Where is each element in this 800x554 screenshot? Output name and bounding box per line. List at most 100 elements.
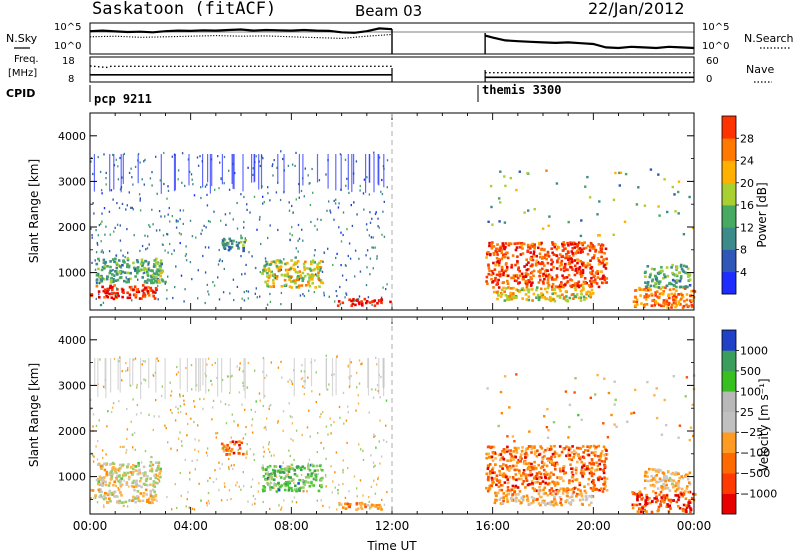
sparse-gate-cell (338, 226, 340, 229)
range-gate-cell (134, 465, 138, 468)
sparse-gate-cell (262, 157, 264, 160)
sparse-gate-cell (192, 183, 194, 186)
vertical-streak (347, 154, 349, 190)
range-gate-cell (566, 268, 569, 272)
range-gate-cell (153, 490, 156, 494)
sparse-gate-cell (169, 381, 171, 384)
sparse-gate-cell (196, 459, 198, 462)
power-colorbar-tick-label: 16 (740, 199, 754, 212)
sparse-gate-cell (289, 454, 291, 458)
range-gate-cell (502, 253, 505, 256)
range-gate-cell (289, 267, 292, 271)
sparse-gate-cell (623, 220, 627, 223)
range-gate-cell (497, 485, 501, 488)
range-gate-cell (126, 278, 129, 281)
sparse-gate-cell (131, 176, 133, 179)
range-gate-cell (582, 288, 585, 291)
range-gate-cell (635, 300, 639, 304)
range-gate-cell (242, 247, 245, 250)
range-gate-cell (688, 481, 691, 484)
range-gate-cell (582, 462, 585, 466)
range-gate-cell (121, 263, 124, 267)
range-gate-cell (582, 295, 586, 299)
range-gate-cell (580, 262, 584, 266)
range-gate-cell (536, 449, 539, 452)
range-gate-cell (511, 464, 515, 468)
range-gate-cell (499, 453, 503, 456)
range-gate-cell (677, 504, 680, 508)
range-gate-cell (139, 492, 143, 495)
range-gate-cell (311, 281, 314, 285)
range-gate-cell (596, 256, 600, 260)
sparse-gate-cell (108, 250, 111, 253)
sparse-gate-cell (293, 496, 296, 499)
sparse-gate-cell (259, 295, 261, 298)
range-gate-cell (545, 290, 549, 294)
sparse-gate-cell (298, 196, 300, 199)
velocity-colorbar-tick-label: 100 (740, 385, 761, 398)
sparse-gate-cell (518, 170, 521, 173)
range-gate-cell (661, 286, 665, 289)
range-gate-cell (640, 493, 643, 497)
range-gate-cell (369, 505, 373, 509)
sparse-gate-cell (216, 431, 219, 435)
sparse-gate-cell (379, 419, 381, 422)
range-gate-cell (130, 484, 134, 488)
sparse-gate-cell (269, 199, 271, 202)
range-gate-cell (669, 479, 673, 482)
range-gate-cell (526, 496, 530, 500)
vertical-streak (132, 358, 134, 386)
range-gate-cell (95, 274, 99, 277)
range-gate-cell (516, 260, 519, 263)
sparse-gate-cell (240, 234, 242, 237)
sparse-gate-cell (334, 300, 336, 303)
range-gate-cell (525, 452, 528, 455)
range-gate-cell (279, 265, 283, 268)
range-gate-cell (650, 510, 654, 514)
range-gate-cell (148, 279, 151, 282)
sparse-gate-cell (100, 189, 103, 192)
range-gate-cell (492, 480, 495, 484)
sparse-gate-cell (169, 220, 171, 223)
range-gate-cell (546, 286, 550, 290)
range-gate-cell (690, 289, 693, 293)
range-gate-cell (595, 282, 599, 285)
range-gate-cell (320, 483, 323, 487)
range-gate-cell (525, 268, 529, 272)
sparse-gate-cell (286, 465, 288, 469)
sparse-gate-cell (187, 422, 189, 426)
range-gate-cell (525, 447, 528, 451)
sparse-gate-cell (254, 369, 256, 372)
sparse-gate-cell (189, 478, 191, 481)
sparse-gate-cell (118, 360, 120, 363)
range-gate-cell (548, 501, 551, 505)
range-gate-cell (373, 304, 377, 307)
sparse-gate-cell (179, 217, 181, 221)
range-gate-cell (144, 286, 147, 289)
range-gate-cell (164, 280, 167, 284)
range-gate-cell (502, 472, 506, 475)
sparse-gate-cell (325, 485, 327, 488)
range-gate-cell (106, 265, 109, 268)
sparse-gate-cell (660, 433, 664, 436)
range-gate-cell (539, 466, 543, 470)
sparse-gate-cell (371, 303, 373, 306)
range-gate-cell (138, 499, 142, 503)
range-gate-cell (309, 275, 312, 278)
sparse-gate-cell (577, 413, 580, 417)
range-gate-cell (651, 299, 654, 303)
sparse-gate-cell (94, 268, 97, 271)
sparse-gate-cell (543, 415, 546, 418)
range-gate-cell (541, 262, 545, 265)
range-gate-cell (157, 273, 161, 277)
sparse-gate-cell (324, 474, 327, 477)
range-gate-cell (117, 475, 121, 478)
range-gate-cell (299, 466, 302, 470)
sparse-gate-cell (331, 373, 333, 376)
range-gate-cell (677, 493, 681, 497)
range-gate-cell (508, 286, 512, 290)
sparse-gate-cell (348, 191, 350, 194)
range-gate-cell (634, 304, 637, 307)
range-gate-cell (506, 459, 509, 462)
sparse-gate-cell (189, 219, 192, 222)
